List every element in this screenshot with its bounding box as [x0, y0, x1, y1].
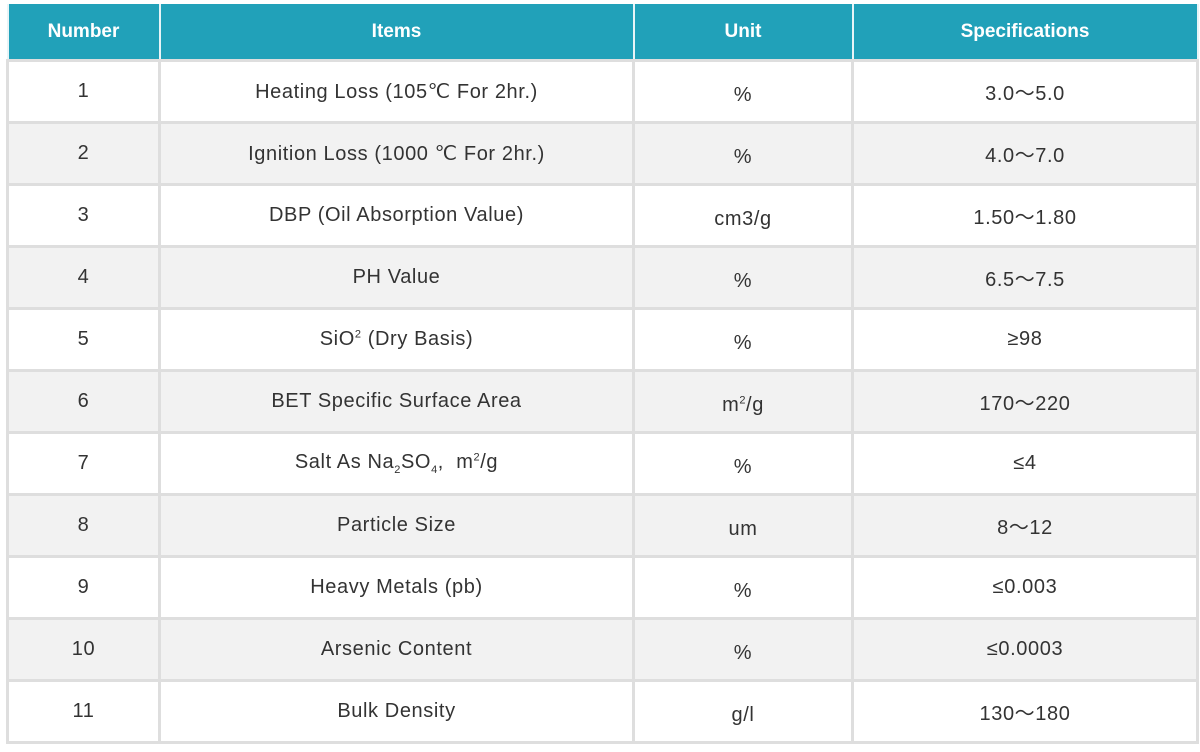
text-segment: /g	[746, 394, 764, 416]
spec-cell: ≤0.003	[851, 555, 1199, 620]
number-cell: 2	[6, 121, 161, 186]
unit-cell: %	[632, 121, 854, 186]
number-cell: 5	[6, 307, 161, 372]
item-cell: Arsenic Content	[158, 617, 635, 682]
number-cell: 9	[6, 555, 161, 620]
unit-cell: %	[632, 431, 854, 496]
unit-cell: %	[632, 555, 854, 620]
table-row: 5 SiO2 (Dry Basis)% ≥98	[6, 307, 1199, 372]
text-segment: /g	[480, 451, 499, 473]
table-row: 6 BET Specific Surface Area m2/g 170～220	[6, 369, 1199, 434]
header-cell: Specifications	[851, 4, 1199, 61]
spec-cell: ≥98	[851, 307, 1199, 372]
item-cell: PH Value	[158, 245, 635, 310]
table-row: 9 Heavy Metals (pb)% ≤0.003	[6, 555, 1199, 620]
item-cell: Salt As Na2SO4, m2/g	[158, 431, 635, 496]
item-cell: Heavy Metals (pb)	[158, 555, 635, 620]
item-cell: Particle Size	[158, 493, 635, 558]
spec-cell: ≤0.0003	[851, 617, 1199, 682]
superscript: 2	[739, 394, 747, 407]
number-cell: 7	[6, 431, 161, 496]
table-row: 4 PH Value% 6.5～7.5	[6, 245, 1199, 310]
header-row: Number Items Unit Specifications	[6, 4, 1199, 61]
item-cell: SiO2 (Dry Basis)	[158, 307, 635, 372]
spec-cell: 130～180	[851, 679, 1199, 744]
spec-cell: 6.5～7.5	[851, 245, 1199, 310]
item-cell: Ignition Loss (1000 ℃ For 2hr.)	[158, 121, 635, 186]
subscript: 4	[431, 464, 438, 476]
number-cell: 3	[6, 183, 161, 248]
unit-cell: g/l	[632, 679, 854, 744]
spec-cell: 170～220	[851, 369, 1199, 434]
table-row: 10 Arsenic Content% ≤0.0003	[6, 617, 1199, 682]
spec-cell: 3.0～5.0	[851, 59, 1199, 124]
item-cell: BET Specific Surface Area	[158, 369, 635, 434]
superscript: 2	[354, 328, 362, 341]
number-cell: 8	[6, 493, 161, 558]
table-row: 1 Heating Loss (105℃ For 2hr.)% 3.0～5.0	[6, 59, 1199, 124]
text-segment: Salt As Na	[294, 451, 395, 473]
number-cell: 10	[6, 617, 161, 682]
table-body: 1 Heating Loss (105℃ For 2hr.)% 3.0～5.0 2 Ig…	[6, 59, 1199, 744]
header-cell: Number	[6, 4, 161, 61]
unit-cell: m2/g	[632, 369, 854, 434]
number-cell: 1	[6, 59, 161, 124]
number-cell: 11	[6, 679, 161, 744]
spec-cell: 8～12	[851, 493, 1199, 558]
table-row: 7 Salt As Na2SO4, m2/g% ≤4	[6, 431, 1199, 496]
text-segment: , m	[437, 451, 474, 473]
text-segment: (Dry Basis)	[361, 328, 474, 350]
subscript: 2	[394, 464, 401, 476]
unit-cell: um	[632, 493, 854, 558]
table-row: 2 Ignition Loss (1000 ℃ For 2hr.)% 4.0～7.0	[6, 121, 1199, 186]
superscript: 2	[473, 451, 481, 464]
spec-cell: 4.0～7.0	[851, 121, 1199, 186]
item-cell: Bulk Density	[158, 679, 635, 744]
spec-table-container: Number Items Unit Specifications 1 Heating L…	[6, 4, 1199, 744]
unit-cell: %	[632, 617, 854, 682]
spec-table: Number Items Unit Specifications 1 Heating L…	[6, 4, 1199, 744]
table-row: 8 Particle Size um 8～12	[6, 493, 1199, 558]
header-cell: Unit	[632, 4, 854, 61]
spec-cell: 1.50～1.80	[851, 183, 1199, 248]
spec-cell: ≤4	[851, 431, 1199, 496]
number-cell: 4	[6, 245, 161, 310]
unit-cell: %	[632, 307, 854, 372]
unit-cell: %	[632, 245, 854, 310]
text-segment: SO	[400, 451, 432, 473]
item-cell: Heating Loss (105℃ For 2hr.)	[158, 59, 635, 124]
unit-cell: cm3/g	[632, 183, 854, 248]
number-cell: 6	[6, 369, 161, 434]
item-cell: DBP (Oil Absorption Value)	[158, 183, 635, 248]
unit-cell: %	[632, 59, 854, 124]
table-row: 11 Bulk Density g/l 130～180	[6, 679, 1199, 744]
text-segment: m	[722, 394, 740, 416]
text-segment: SiO	[319, 328, 355, 350]
table-row: 3 DBP (Oil Absorption Value) cm3/g 1.50～1.8…	[6, 183, 1199, 248]
header-cell: Items	[158, 4, 635, 61]
